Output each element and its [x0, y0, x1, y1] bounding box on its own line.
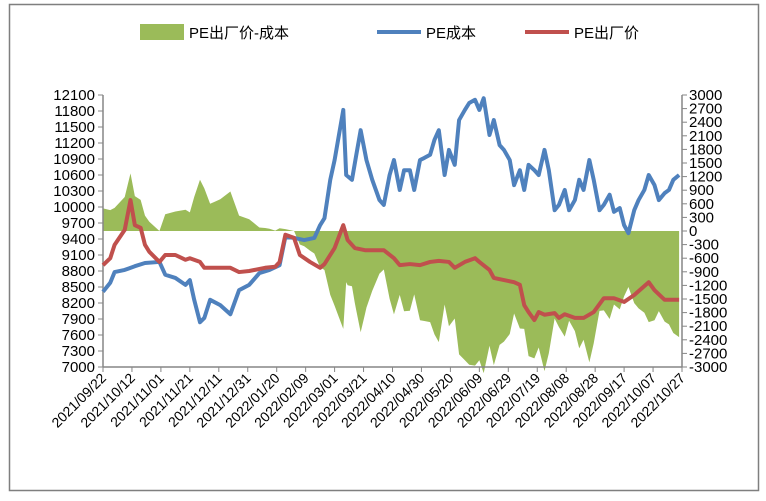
left-tick-label: 7000: [62, 359, 95, 376]
legend-label: PE出厂价: [574, 25, 639, 42]
right-tick-label: -600: [689, 250, 719, 267]
left-tick-label: 7300: [62, 343, 95, 360]
left-tick-label: 11500: [54, 119, 95, 136]
right-tick-label: 900: [689, 182, 714, 199]
right-tick-label: 0: [689, 223, 697, 240]
right-tick-label: -2400: [689, 332, 727, 349]
left-tick-label: 10900: [53, 151, 95, 168]
right-tick-label: -2100: [689, 318, 727, 335]
right-tick-label: -300: [689, 237, 719, 254]
right-tick-label: 300: [689, 209, 714, 226]
right-tick-label: -3000: [689, 359, 727, 376]
pe-price-line: [101, 198, 680, 323]
right-tick-label: -2700: [689, 345, 727, 362]
right-tick-label: 2400: [689, 114, 722, 131]
axes: 1210011800115001120010900106001030010000…: [53, 87, 727, 376]
right-tick-label: 3000: [689, 87, 722, 104]
legend: PE出厂价-成本 PE成本 PE出厂价: [140, 24, 639, 42]
spread-area-layer: [103, 173, 680, 374]
left-tick-label: 10000: [53, 199, 95, 216]
right-tick-label: 600: [689, 196, 714, 213]
right-tick-label: -900: [689, 264, 719, 281]
right-tick-label: 2700: [689, 101, 722, 118]
right-tick-label: 1500: [689, 155, 722, 172]
left-tick-label: 7900: [62, 311, 95, 328]
right-tick-label: 2100: [689, 128, 722, 145]
left-tick-label: 10300: [53, 183, 95, 200]
left-tick-label: 9700: [62, 215, 95, 232]
spread-area: [103, 173, 680, 374]
legend-label: PE成本: [426, 25, 476, 42]
pe-cost-line: [101, 96, 681, 325]
left-tick-label: 9100: [62, 247, 95, 264]
left-tick-label: 11200: [54, 135, 95, 152]
left-tick-label: 9400: [62, 231, 95, 248]
left-tick-label: 11800: [54, 103, 95, 120]
left-tick-label: 7600: [62, 327, 95, 344]
right-tick-label: -1200: [689, 277, 727, 294]
right-tick-label: 1800: [689, 141, 722, 158]
right-tick-label: -1500: [689, 291, 727, 308]
right-tick-label: -1800: [689, 305, 727, 322]
legend-swatch-area: [140, 24, 184, 40]
left-tick-label: 10600: [53, 167, 95, 184]
right-tick-label: 1200: [689, 169, 722, 186]
legend-label: PE出厂价-成本: [189, 25, 289, 42]
left-tick-label: 8200: [62, 295, 95, 312]
lines-layer: [101, 96, 681, 325]
left-tick-label: 8500: [62, 279, 95, 296]
left-tick-label: 8800: [62, 263, 95, 280]
left-tick-label: 12100: [53, 87, 95, 104]
